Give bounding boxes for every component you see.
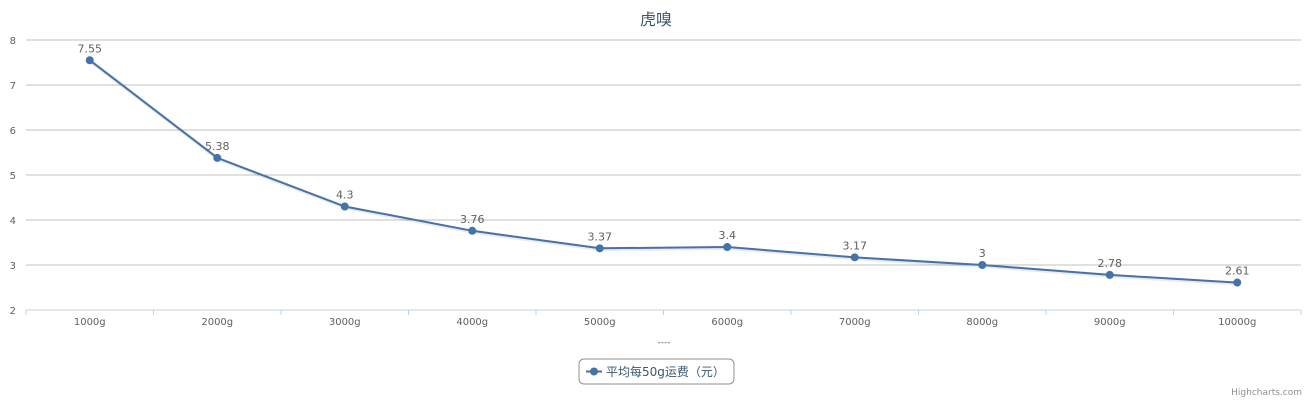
x-tick-label: 8000g — [966, 317, 998, 328]
data-label: 3.76 — [460, 213, 485, 226]
y-tick-label: 5 — [10, 171, 16, 182]
x-tick-label: 1000g — [74, 317, 106, 328]
data-label: 5.38 — [205, 140, 230, 153]
series-line-shadow — [89, 59, 1239, 286]
data-point[interactable] — [468, 226, 477, 235]
x-tick-label: 9000g — [1094, 317, 1126, 328]
data-point[interactable] — [85, 56, 94, 65]
chart-title: 虎嗅 — [640, 10, 672, 29]
y-tick-labels: 2 3 4 5 6 7 8 — [10, 36, 16, 317]
series-line — [89, 59, 1238, 284]
x-tick-label: 6000g — [711, 317, 743, 328]
data-point[interactable] — [340, 202, 349, 211]
x-tick-label: 7000g — [839, 317, 871, 328]
x-tick-label: 2000g — [201, 317, 233, 328]
legend-item-label[interactable]: 平均每50g运费（元） — [606, 364, 725, 379]
x-tick-label: 4000g — [456, 317, 488, 328]
data-point[interactable] — [850, 253, 859, 262]
x-axis-title: ---- — [658, 338, 671, 348]
y-grid — [26, 39, 1301, 266]
data-label: 2.78 — [1098, 257, 1123, 270]
data-label: 3.4 — [719, 229, 737, 242]
x-tick-label: 10000g — [1218, 317, 1256, 328]
y-tick-label: 6 — [10, 126, 16, 137]
y-tick-label: 2 — [10, 306, 16, 317]
x-tick-label: 3000g — [329, 317, 361, 328]
y-tick-label: 3 — [10, 261, 16, 272]
x-axis: 1000g 2000g 3000g 4000g 5000g 6000g 7000g 8000g… — [25, 309, 1302, 328]
x-tick-label: 5000g — [584, 317, 616, 328]
data-label: 3.37 — [588, 230, 613, 243]
data-label: 3.17 — [843, 239, 868, 252]
data-point[interactable] — [1233, 278, 1242, 287]
legend[interactable]: 平均每50g运费（元） — [578, 358, 735, 385]
legend-box — [578, 358, 735, 385]
data-label: 7.55 — [78, 42, 103, 55]
series-group: 7.55 5.38 4.3 3.76 3.37 3.4 3.17 3 2.78 2.61 — [78, 42, 1250, 287]
y-tick-label: 8 — [10, 36, 16, 47]
data-label: 3 — [979, 247, 986, 260]
data-point[interactable] — [595, 244, 604, 253]
data-label: 2.61 — [1225, 265, 1250, 278]
credits-link[interactable]: Highcharts.com — [1231, 388, 1302, 398]
data-label: 4.3 — [336, 189, 354, 202]
legend-marker-icon — [590, 367, 598, 376]
y-tick-label: 7 — [10, 81, 16, 92]
data-point[interactable] — [978, 261, 987, 269]
data-point[interactable] — [723, 243, 732, 251]
data-point[interactable] — [213, 153, 222, 162]
data-point[interactable] — [1105, 270, 1114, 279]
y-tick-label: 4 — [10, 216, 16, 227]
